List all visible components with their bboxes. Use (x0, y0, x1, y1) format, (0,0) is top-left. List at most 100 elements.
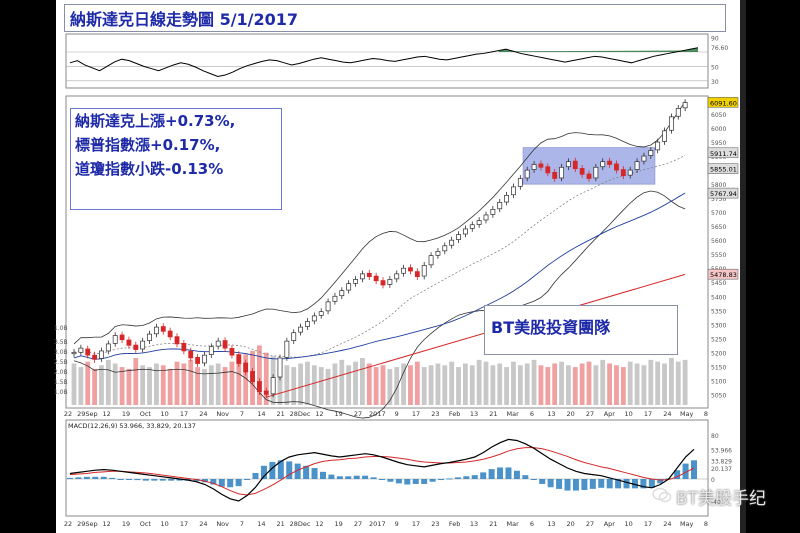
x-label-13: 12 (315, 410, 323, 418)
macd-histogram-bar (421, 479, 428, 484)
x-label-bottom-21: 13 (470, 520, 478, 528)
volume-bar (490, 365, 496, 405)
volume-bar (586, 361, 592, 405)
candle-body (332, 295, 338, 302)
macd-histogram-bar (589, 479, 596, 489)
volume-tick-label-4: 2.0B (54, 369, 68, 376)
chart-frame (56, 0, 746, 533)
volume-bar (552, 363, 558, 405)
x-label-12: 28Dec (290, 410, 311, 418)
volume-bar (195, 367, 201, 405)
volume-tick-label-1: 3.5B (54, 339, 68, 346)
volume-bar (236, 358, 242, 405)
scrollbar[interactable] (740, 0, 746, 533)
price-tag-label-0: 6091.60 (710, 99, 737, 107)
volume-bar (449, 361, 455, 405)
macd-histogram-bar (244, 479, 251, 480)
macd-histogram-bar (412, 479, 419, 484)
macd-histogram-bar (539, 479, 546, 484)
macd-histogram-bar (513, 470, 520, 479)
candle-body (71, 351, 77, 355)
macd-histogram-bar (100, 476, 107, 479)
x-label-bottom-5: 10 (161, 520, 169, 528)
price-tag-1 (707, 147, 739, 159)
volume-bar (71, 363, 77, 405)
macd-histogram-bar (691, 460, 697, 479)
macd-legend: MACD(12,26,9) 53.966, 33.829, 20.137 (68, 422, 196, 430)
volume-bar (655, 361, 661, 405)
volume-bar (517, 365, 523, 405)
candle-body (600, 161, 606, 168)
x-label-24: 6 (530, 410, 534, 418)
x-label-33: 8 (704, 410, 708, 418)
volume-bar (627, 361, 633, 405)
volume-bar (675, 361, 681, 405)
macd-histogram-bar (252, 472, 259, 479)
price-tick-label-20: 5100 (711, 378, 726, 385)
x-label-bottom-7: 24 (199, 520, 207, 528)
macd-histogram-bar (395, 479, 402, 484)
candle-body (229, 348, 235, 356)
volume-bar (435, 363, 441, 405)
candle-body (572, 160, 578, 170)
macd-histogram-bar (159, 479, 166, 481)
volume-bar (140, 365, 146, 405)
macd-tick-label-1: 53.966 (711, 447, 732, 454)
macd-histogram-bar (657, 479, 664, 484)
price-tick-label-16: 5300 (711, 322, 726, 329)
rsi-tick-label-2: 50 (711, 64, 719, 71)
candle-body (634, 161, 640, 170)
candle-body (620, 169, 626, 177)
rsi-panel-frame (65, 33, 709, 89)
x-label-15: 27 (354, 410, 362, 418)
x-label-bottom-22: 21 (489, 520, 497, 528)
price-tick-label-21: 5050 (711, 392, 726, 399)
volume-bar (126, 368, 132, 405)
candle-body (311, 315, 317, 322)
macd-histogram-bar (235, 479, 242, 487)
note-nasdaq: 納斯達克上漲+0.73%, (75, 112, 236, 130)
price-tick-label-6: 5800 (711, 182, 726, 189)
volume-bar (112, 363, 118, 405)
macd-histogram-bar (117, 479, 124, 480)
rsi-tick-label-3: 30 (711, 79, 719, 86)
macd-histogram-bar (201, 479, 208, 483)
candle-body (99, 350, 104, 359)
x-label-bottom-2: 12 (103, 520, 111, 528)
candle-body (92, 354, 98, 360)
price-tick-label-3: 5950 (711, 140, 726, 147)
volume-bar (332, 363, 338, 405)
price-tag-label-4: 5478.83 (710, 271, 737, 279)
x-label-bottom-24: 6 (530, 520, 534, 528)
volume-bar (325, 368, 331, 405)
candle-body (298, 326, 304, 333)
team-label: BT美股投資團隊 (491, 318, 611, 337)
volume-bar (105, 359, 111, 405)
candle-body (222, 340, 228, 349)
x-label-bottom-30: 17 (644, 520, 652, 528)
macd-histogram-bar (168, 479, 175, 481)
candle-body (126, 339, 132, 346)
x-label-bottom-23: Mar (507, 520, 520, 528)
volume-bar (641, 365, 647, 405)
candle-body (291, 332, 297, 341)
macd-histogram-bar (370, 477, 377, 479)
x-label-bottom-4: Oct (140, 520, 152, 528)
candle-body (387, 279, 393, 285)
macd-histogram-bar (572, 479, 579, 491)
candle-body (140, 340, 146, 350)
volume-bar (215, 363, 221, 405)
ma200-line (266, 273, 686, 398)
volume-bar (298, 363, 304, 405)
volume-bar (160, 365, 166, 405)
macd-histogram-bar (151, 479, 158, 481)
x-label-11: 21 (277, 410, 285, 418)
volume-bar (421, 367, 427, 405)
macd-histogram-bar (530, 479, 537, 480)
candle-body (682, 102, 688, 109)
candle-body (469, 224, 475, 229)
x-label-bottom-26: 20 (567, 520, 575, 528)
price-tag-0 (707, 97, 739, 108)
macd-histogram-bar (471, 475, 478, 479)
ma50-line (73, 192, 686, 360)
